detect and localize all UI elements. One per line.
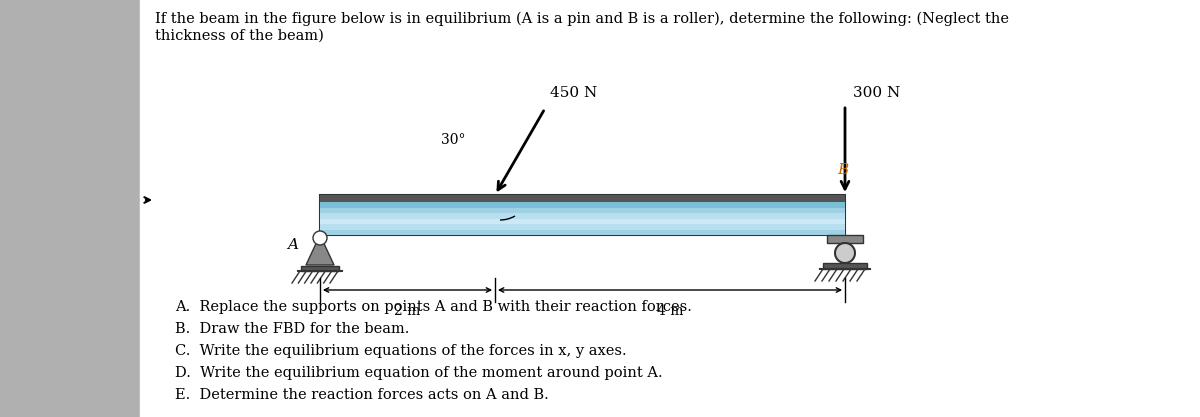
Bar — [320, 195, 845, 202]
Bar — [320, 213, 845, 219]
Text: 450 N: 450 N — [550, 86, 598, 100]
Circle shape — [313, 231, 326, 245]
Bar — [827, 235, 863, 243]
Text: 30°: 30° — [440, 133, 466, 147]
Text: C.  Write the equilibrium equations of the forces in x, y axes.: C. Write the equilibrium equations of th… — [175, 344, 626, 358]
Text: 300 N: 300 N — [853, 86, 900, 100]
Text: D.  Write the equilibrium equation of the moment around point A.: D. Write the equilibrium equation of the… — [175, 366, 662, 380]
Bar — [320, 208, 845, 213]
Bar — [0, 0, 140, 417]
Bar — [301, 266, 340, 271]
Bar — [320, 219, 845, 224]
Bar — [823, 263, 866, 269]
Bar — [320, 224, 845, 229]
Circle shape — [835, 243, 854, 263]
Text: If the beam in the figure below is in equilibrium (A is a pin and B is a roller): If the beam in the figure below is in eq… — [155, 12, 1009, 43]
Bar — [320, 229, 845, 235]
Text: B: B — [838, 163, 848, 177]
Bar — [320, 202, 845, 208]
Text: 4 m: 4 m — [656, 304, 683, 318]
Polygon shape — [306, 235, 334, 265]
Text: A.  Replace the supports on points A and B with their reaction forces.: A. Replace the supports on points A and … — [175, 300, 692, 314]
Text: A: A — [287, 238, 298, 252]
Text: E.  Determine the reaction forces acts on A and B.: E. Determine the reaction forces acts on… — [175, 388, 548, 402]
Bar — [320, 195, 845, 235]
Text: 2 m: 2 m — [395, 304, 421, 318]
Text: B.  Draw the FBD for the beam.: B. Draw the FBD for the beam. — [175, 322, 409, 336]
